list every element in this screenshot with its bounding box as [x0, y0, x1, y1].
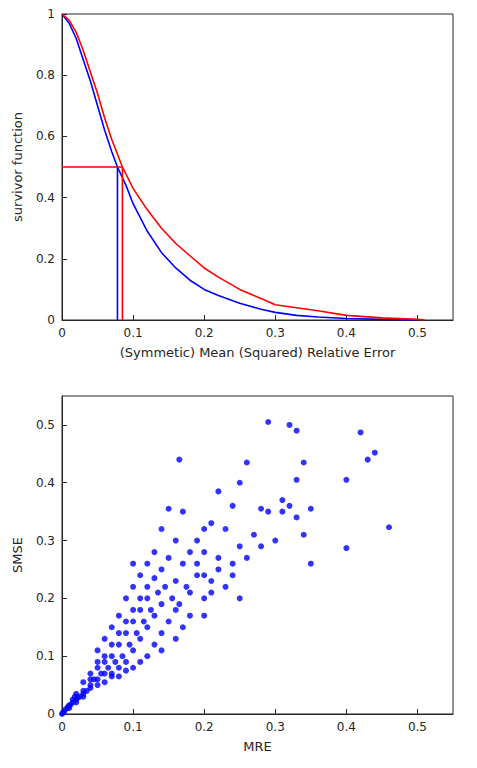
- svg-text:0.3: 0.3: [36, 534, 55, 548]
- svg-text:0.4: 0.4: [337, 326, 356, 340]
- svg-text:1: 1: [47, 7, 55, 21]
- svg-text:0.3: 0.3: [266, 720, 285, 734]
- svg-text:0.4: 0.4: [36, 476, 55, 490]
- svg-text:MRE: MRE: [243, 739, 271, 754]
- svg-text:0: 0: [58, 720, 66, 734]
- svg-text:0.4: 0.4: [337, 720, 356, 734]
- svg-text:0.6: 0.6: [36, 129, 55, 143]
- svg-text:0.1: 0.1: [124, 326, 143, 340]
- svg-text:0.1: 0.1: [36, 649, 55, 663]
- svg-text:survivor function: survivor function: [10, 112, 25, 222]
- svg-text:0.2: 0.2: [36, 591, 55, 605]
- svg-text:0.5: 0.5: [36, 418, 55, 432]
- svg-text:0.3: 0.3: [266, 326, 285, 340]
- svg-text:0: 0: [47, 313, 55, 327]
- svg-text:0.2: 0.2: [195, 720, 214, 734]
- svg-text:0.8: 0.8: [36, 68, 55, 82]
- svg-text:SMSE: SMSE: [10, 537, 25, 573]
- svg-text:0.1: 0.1: [124, 720, 143, 734]
- svg-text:0.2: 0.2: [195, 326, 214, 340]
- svg-text:0.5: 0.5: [408, 326, 427, 340]
- svg-text:0: 0: [47, 707, 55, 721]
- svg-text:0: 0: [58, 326, 66, 340]
- svg-text:0.4: 0.4: [36, 191, 55, 205]
- svg-text:(Symmetic) Mean (Squared) Rela: (Symmetic) Mean (Squared) Relative Error: [120, 345, 396, 360]
- svg-text:0.5: 0.5: [408, 720, 427, 734]
- svg-text:0.2: 0.2: [36, 252, 55, 266]
